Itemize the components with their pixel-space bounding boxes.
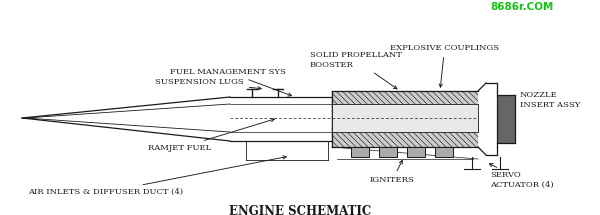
Bar <box>497 95 515 143</box>
Text: SUSPENSION LUGS: SUSPENSION LUGS <box>155 78 261 90</box>
Bar <box>379 147 397 157</box>
Text: SERVO
ACTUATOR (4): SERVO ACTUATOR (4) <box>490 164 554 189</box>
Text: ENGINE SCHEMATIC: ENGINE SCHEMATIC <box>229 205 371 215</box>
Bar <box>332 91 478 147</box>
Text: NOZZLE
INSERT ASSY: NOZZLE INSERT ASSY <box>509 91 580 113</box>
Text: 8686r.COM: 8686r.COM <box>490 2 553 12</box>
Text: AIR INLETS & DIFFUSER DUCT (4): AIR INLETS & DIFFUSER DUCT (4) <box>28 156 286 196</box>
Text: EXPLOSIVE COUPLINGS: EXPLOSIVE COUPLINGS <box>390 44 499 87</box>
Bar <box>435 147 453 157</box>
Text: SOLID PROPELLANT
BOOSTER: SOLID PROPELLANT BOOSTER <box>310 51 402 89</box>
Text: RAMJET FUEL: RAMJET FUEL <box>148 118 274 152</box>
Bar <box>351 147 369 157</box>
Bar <box>407 147 425 157</box>
Text: FUEL MANAGEMENT SYS: FUEL MANAGEMENT SYS <box>170 68 292 96</box>
Text: IGNITERS: IGNITERS <box>370 160 415 184</box>
Bar <box>332 104 478 132</box>
